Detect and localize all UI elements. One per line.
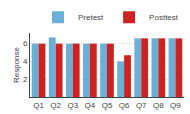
svg-text:Posttest: Posttest xyxy=(149,13,179,22)
svg-text:Q5: Q5 xyxy=(102,101,113,110)
svg-text:Q6: Q6 xyxy=(119,101,130,110)
svg-text:Q3: Q3 xyxy=(67,101,78,110)
svg-text:Q2: Q2 xyxy=(50,101,61,110)
svg-text:Q7: Q7 xyxy=(136,101,147,110)
svg-text:2: 2 xyxy=(23,75,28,84)
svg-text:4: 4 xyxy=(23,57,28,66)
svg-text:Q1: Q1 xyxy=(33,101,44,110)
svg-text:6: 6 xyxy=(23,39,28,48)
svg-text:Q4: Q4 xyxy=(85,101,96,110)
svg-text:Response: Response xyxy=(12,46,21,83)
svg-text:Q8: Q8 xyxy=(153,101,164,110)
svg-text:Q9: Q9 xyxy=(170,101,181,110)
svg-text:Pretest: Pretest xyxy=(78,13,104,22)
